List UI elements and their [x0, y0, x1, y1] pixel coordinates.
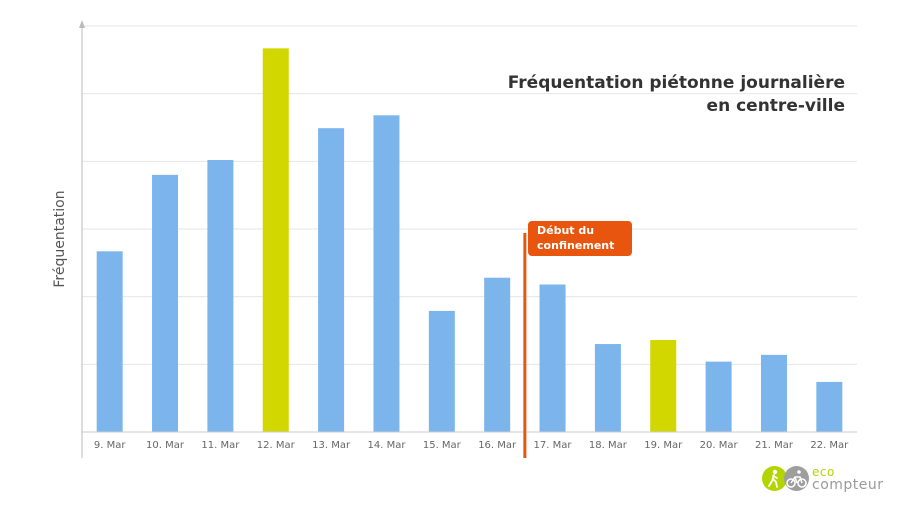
y-axis-label: Fréquentation — [52, 190, 68, 287]
x-tick-label: 20. Mar — [700, 440, 739, 451]
bars — [96, 48, 843, 433]
x-axis: 9. Mar 10. Mar 11. Mar 12. Mar 13. Mar 14. Ma… — [82, 431, 857, 451]
bar-22-mar — [816, 381, 843, 432]
bar-14-mar — [373, 115, 400, 432]
logo-text: eco compteur — [812, 466, 884, 492]
y-axis-arrow-icon — [79, 20, 85, 28]
bar-13-mar — [318, 128, 345, 432]
x-tick-label: 18. Mar — [589, 440, 628, 451]
bar-20-mar — [705, 361, 732, 432]
bar-11-mar — [207, 159, 234, 433]
bar-9-mar — [96, 251, 123, 432]
bar-10-mar — [152, 174, 179, 432]
x-tick-label: 22. Mar — [810, 440, 849, 451]
bar-21-mar — [760, 354, 787, 432]
x-tick-label: 17. Mar — [534, 440, 573, 451]
logo-text-line-2: compteur — [812, 477, 884, 493]
chart-title-line-1: Fréquentation piétonne journalière — [507, 73, 845, 93]
x-tick-label: 10. Mar — [146, 440, 185, 451]
annotation-line-1: Début du — [537, 224, 595, 237]
x-tick-label: 21. Mar — [755, 440, 794, 451]
chart-title: Fréquentation piétonne journalière en ce… — [508, 72, 845, 118]
x-tick-label: 16. Mar — [478, 440, 517, 451]
x-tick-label: 14. Mar — [367, 440, 406, 451]
logo-text-line-1: eco — [812, 465, 835, 479]
annotation-line-2: confinement — [537, 239, 615, 252]
x-tick-label: 19. Mar — [644, 440, 683, 451]
y-axis — [79, 20, 85, 458]
bar-18-mar — [594, 344, 621, 432]
cyclist-icon — [784, 466, 809, 491]
lockdown-annotation: Début du confinement — [528, 221, 632, 256]
x-tick-label: 13. Mar — [312, 440, 351, 451]
bar-19-mar — [650, 339, 677, 432]
x-tick-label: 12. Mar — [257, 440, 296, 451]
x-tick-label: 15. Mar — [423, 440, 462, 451]
chart-title-line-2: en centre-ville — [706, 96, 845, 116]
x-tick-label: 9. Mar — [94, 440, 126, 451]
bar-16-mar — [484, 277, 511, 432]
bar-15-mar — [428, 310, 455, 432]
bar-12-mar — [262, 48, 289, 432]
x-tick-label: 11. Mar — [201, 440, 240, 451]
bar-17-mar — [539, 284, 566, 432]
pedestrian-icon — [762, 466, 787, 491]
